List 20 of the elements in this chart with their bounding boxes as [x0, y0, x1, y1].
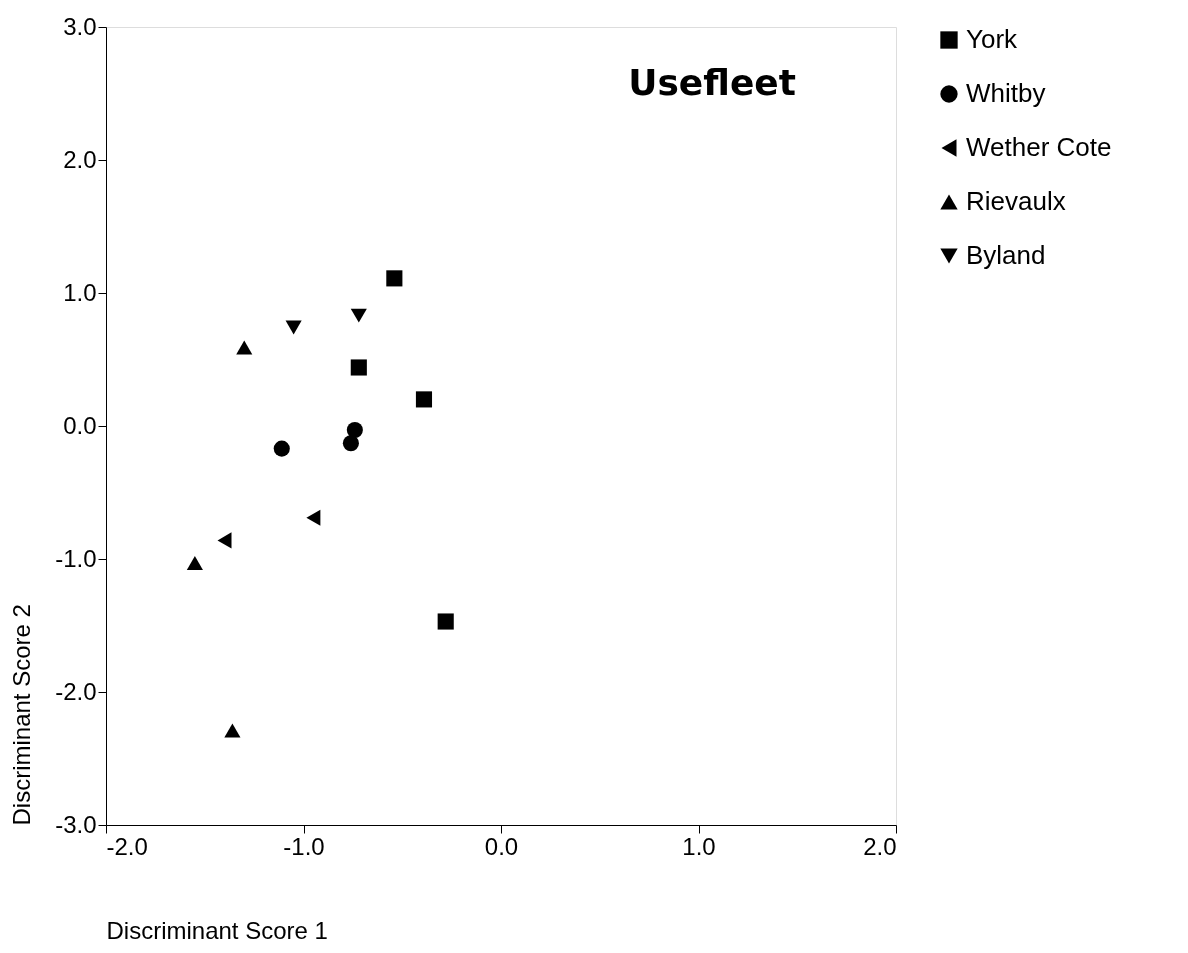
y-tick-label: 1.0: [63, 278, 97, 306]
x-axis-title: Discriminant Score 1: [106, 916, 328, 944]
y-tick-label: -3.0: [55, 810, 97, 838]
legend-label: Rievaulx: [966, 186, 1066, 216]
legend-label: Whitby: [966, 78, 1046, 108]
legend-label: Byland: [966, 240, 1046, 270]
legend-label: York: [966, 24, 1019, 54]
y-tick-label: -2.0: [55, 677, 97, 705]
x-tick-label: 2.0: [863, 832, 897, 860]
x-tick-label: 1.0: [682, 832, 716, 860]
x-tick-label: 0.0: [484, 832, 519, 860]
y-tick-label: 0.0: [63, 411, 97, 439]
legend-label: Wether Cote: [966, 132, 1112, 162]
y-tick-label: -1.0: [55, 544, 97, 572]
y-axis-title: Discriminant Score 2: [8, 604, 36, 826]
x-tick-label: -2.0: [106, 832, 148, 860]
y-tick-label: 3.0: [63, 12, 97, 40]
y-tick-label: 2.0: [63, 145, 97, 173]
x-tick-label: -1.0: [283, 832, 325, 860]
text: Usefleet: [628, 62, 796, 103]
